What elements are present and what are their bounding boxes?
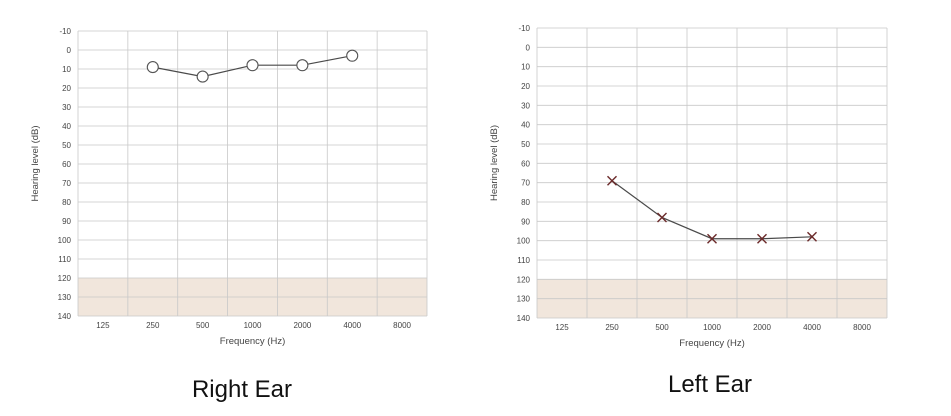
x-tick-label: 8000: [393, 321, 411, 330]
left-ear-chart: -10 0 10 20 30 40 50 60 70 80 90 100 110 120 130 140 125…: [489, 24, 888, 398]
y-tick-label: 130: [517, 295, 531, 304]
chart-caption: Right Ear: [192, 376, 292, 403]
data-point-cross: [657, 212, 667, 223]
y-tick-label: -10: [518, 24, 530, 33]
y-tick-label: 40: [62, 122, 71, 131]
data-point-cross: [607, 175, 617, 186]
x-tick-label: 4000: [343, 321, 361, 330]
y-tick-label: -10: [59, 27, 71, 36]
y-tick-label: 0: [67, 46, 72, 55]
y-tick-label: 120: [58, 274, 72, 283]
y-tick-label: 60: [62, 160, 71, 169]
y-tick-label: 50: [62, 141, 71, 150]
cross-stroke: [657, 212, 667, 223]
y-tick-label: 80: [62, 198, 71, 207]
x-tick-label: 125: [555, 323, 569, 332]
y-tick-label: 100: [517, 237, 531, 246]
y-tick-label: 30: [62, 103, 71, 112]
y-axis-label: Hearing level (dB): [30, 125, 41, 201]
y-tick-label: 110: [58, 255, 71, 264]
data-point-cross: [757, 233, 767, 244]
y-tick-label: 10: [521, 63, 530, 72]
y-tick-label: 70: [521, 179, 530, 188]
y-tick-label: 80: [521, 198, 530, 207]
x-tick-label: 125: [96, 321, 110, 330]
x-tick-label: 1000: [703, 323, 721, 332]
chart-caption: Left Ear: [668, 371, 752, 398]
x-tick-label: 250: [605, 323, 619, 332]
y-tick-label: 30: [521, 101, 530, 110]
x-tick-label: 2000: [293, 321, 311, 330]
y-tick-label: 100: [58, 236, 72, 245]
data-point-cross: [807, 231, 817, 242]
y-tick-label: 10: [62, 65, 71, 74]
x-tick-label: 2000: [753, 323, 771, 332]
data-point-circle: [346, 49, 359, 62]
y-tick-label: 140: [58, 312, 72, 321]
x-tick-label: 1000: [244, 321, 262, 330]
cross-stroke: [707, 233, 717, 244]
y-tick-label: 120: [517, 275, 531, 284]
y-tick-label: 110: [517, 256, 530, 265]
y-tick-label: 90: [521, 217, 530, 226]
y-axis-label: Hearing level (dB): [489, 125, 500, 201]
y-tick-label: 0: [526, 43, 531, 52]
y-tick-label: 140: [517, 314, 531, 323]
y-tick-label: 20: [521, 82, 530, 91]
x-axis-label: Frequency (Hz): [679, 338, 744, 349]
x-tick-label: 4000: [803, 323, 821, 332]
y-tick-label: 40: [521, 121, 530, 130]
data-point-circle: [296, 59, 309, 72]
data-point-cross: [707, 233, 717, 244]
cross-stroke: [607, 175, 617, 186]
y-tick-label: 70: [62, 179, 71, 188]
y-tick-label: 50: [521, 140, 530, 149]
x-tick-label: 250: [146, 321, 160, 330]
series-line: [611, 180, 813, 240]
y-tick-label: 90: [62, 217, 71, 226]
y-tick-label: 60: [521, 159, 530, 168]
data-point-circle: [196, 70, 209, 83]
x-axis-label: Frequency (Hz): [220, 336, 285, 347]
right-ear-chart: -10 0 10 20 30 40 50 60 70 80 90 100 110 120 130 140 125…: [30, 27, 428, 403]
y-tick-label: 20: [62, 84, 71, 93]
data-point-circle: [146, 61, 159, 74]
y-tick-label: 130: [58, 293, 72, 302]
x-tick-label: 500: [196, 321, 210, 330]
data-point-circle: [246, 59, 259, 72]
x-tick-label: 500: [655, 323, 669, 332]
x-tick-label: 8000: [853, 323, 871, 332]
cross-stroke: [757, 233, 767, 244]
cross-stroke: [807, 231, 817, 242]
